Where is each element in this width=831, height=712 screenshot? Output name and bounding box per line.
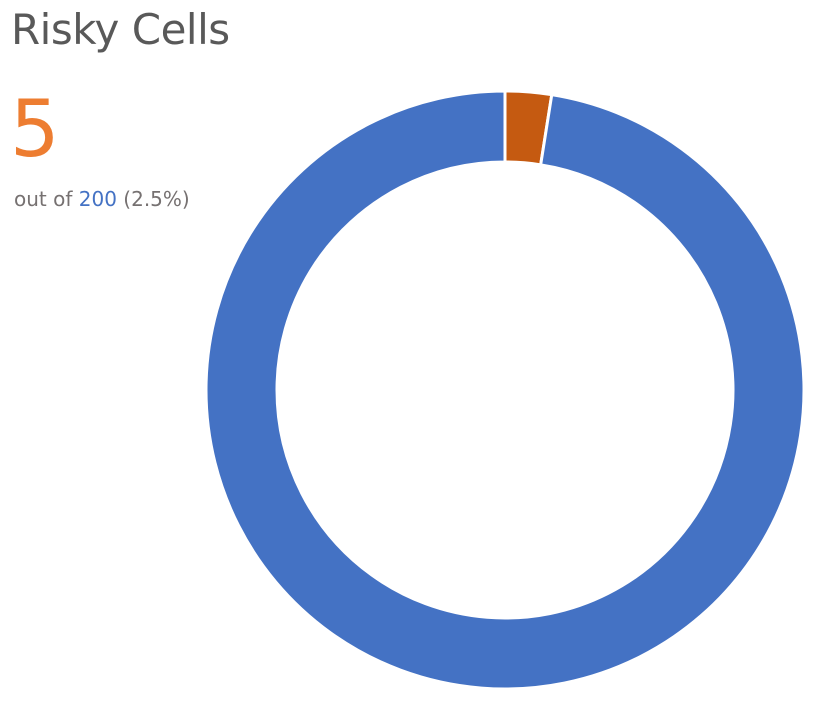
summary-total: 200	[78, 187, 117, 211]
donut-slice-safe	[204, 89, 806, 691]
summary-percent: (2.5%)	[123, 187, 190, 211]
summary-prefix: out of	[14, 187, 73, 211]
page-title: Risky Cells	[11, 5, 230, 54]
risky-count: 5	[10, 85, 60, 175]
summary-line: out of 200 (2.5%)	[14, 184, 190, 214]
